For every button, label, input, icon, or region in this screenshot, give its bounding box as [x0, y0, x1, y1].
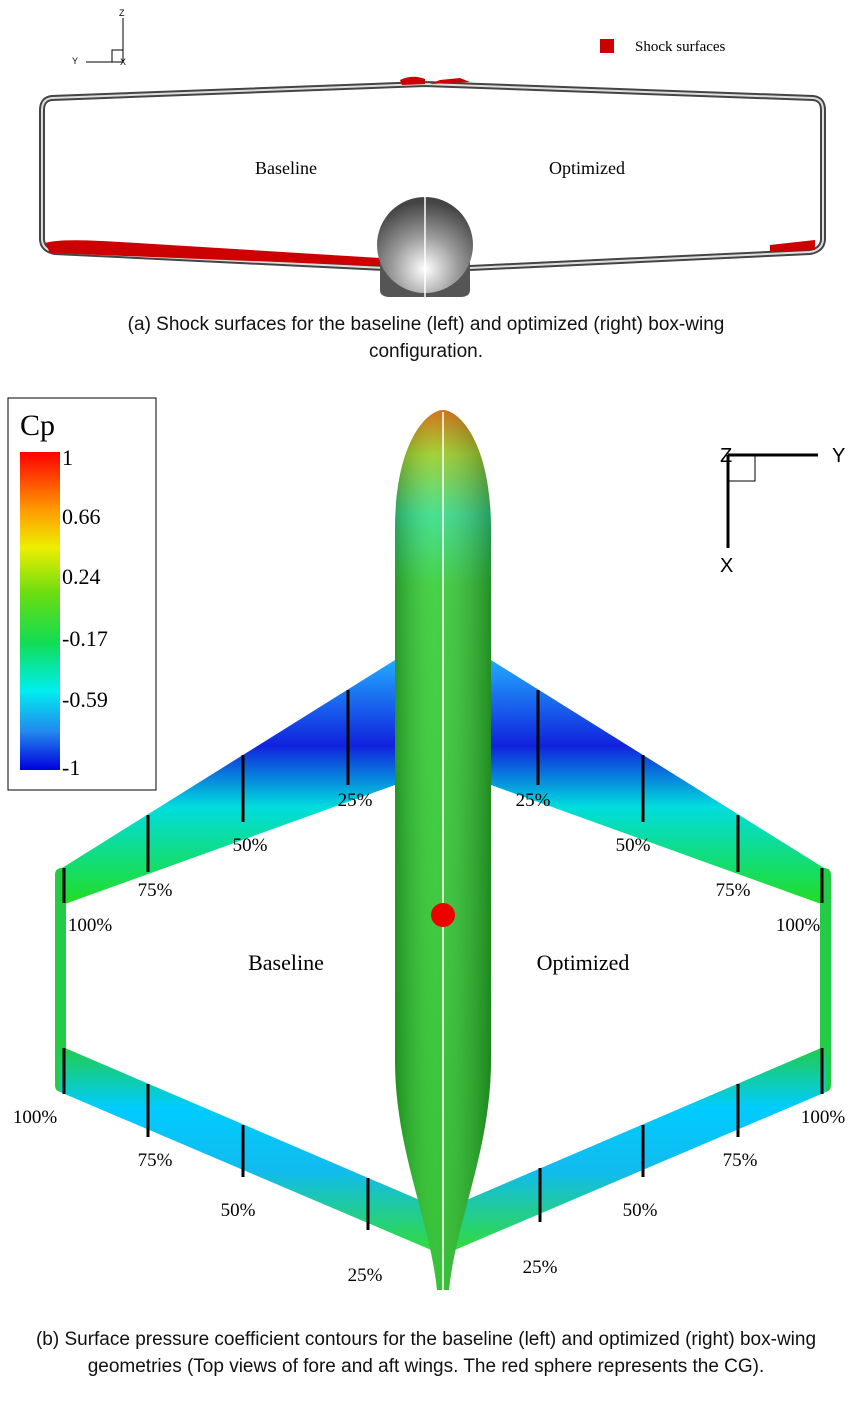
station-label: 50% [221, 1200, 256, 1221]
station-label: 75% [138, 1150, 173, 1171]
caption: (b) Surface pressure coefficient contour… [0, 1326, 852, 1380]
station-label: 75% [138, 880, 173, 901]
axis-label: Z [720, 445, 732, 467]
station-label: 25% [523, 1257, 558, 1278]
label: Baseline [255, 158, 317, 178]
station-label: 25% [338, 790, 373, 811]
figure-graphics: Z Y X Shock surfaces Baseline Optimized … [0, 0, 852, 1412]
colorbar-tick: 1 [62, 445, 73, 470]
station-label: 50% [616, 835, 651, 856]
station-label: 25% [516, 790, 551, 811]
cg-marker [431, 903, 455, 927]
axis-label: Y [72, 56, 78, 66]
caption: (a) Shock surfaces for the baseline (lef… [0, 311, 852, 365]
colorbar-tick: -0.59 [62, 687, 108, 712]
fore-wing [491, 660, 824, 905]
colorbar-tick: 0.24 [62, 564, 101, 589]
station-label: 100% [801, 1107, 846, 1128]
aft-wing [443, 1045, 828, 1255]
figure: Z Y X Shock surfaces Baseline Optimized … [0, 0, 852, 1412]
axis-label: X [120, 57, 126, 67]
axis-triad [86, 18, 123, 62]
aft-wing [58, 1045, 443, 1255]
colorbar [20, 452, 60, 770]
label: Baseline [248, 950, 324, 975]
station-label: 100% [776, 915, 821, 936]
colorbar-tick: 0.66 [62, 504, 101, 529]
station-label: 25% [348, 1265, 383, 1286]
station-label: 75% [723, 1150, 758, 1171]
station-label: 75% [716, 880, 751, 901]
axis-label: Z [119, 8, 125, 18]
panel-b: Cp 1 0.66 0.24 -0.17 -0.59 -1 Z Y X Base… [8, 398, 845, 1290]
label: Optimized [549, 158, 625, 178]
panel-a: Z Y X Shock surfaces Baseline Optimized [42, 8, 823, 297]
label: Optimized [537, 950, 630, 975]
station-label: 50% [623, 1200, 658, 1221]
page: Z Y X Shock surfaces Baseline Optimized … [0, 0, 852, 1412]
colorbar-tick: -0.17 [62, 626, 108, 651]
axis-label: X [720, 555, 733, 577]
colorbar-tick: -1 [62, 755, 80, 780]
station-label: 50% [233, 835, 268, 856]
legend-swatch [600, 39, 614, 53]
axis-label: Y [832, 445, 845, 467]
legend-label: Shock surfaces [635, 39, 726, 55]
colorbar-title: Cp [20, 409, 55, 442]
axis-triad [728, 455, 818, 548]
station-label: 100% [13, 1107, 58, 1128]
station-label: 100% [68, 915, 113, 936]
